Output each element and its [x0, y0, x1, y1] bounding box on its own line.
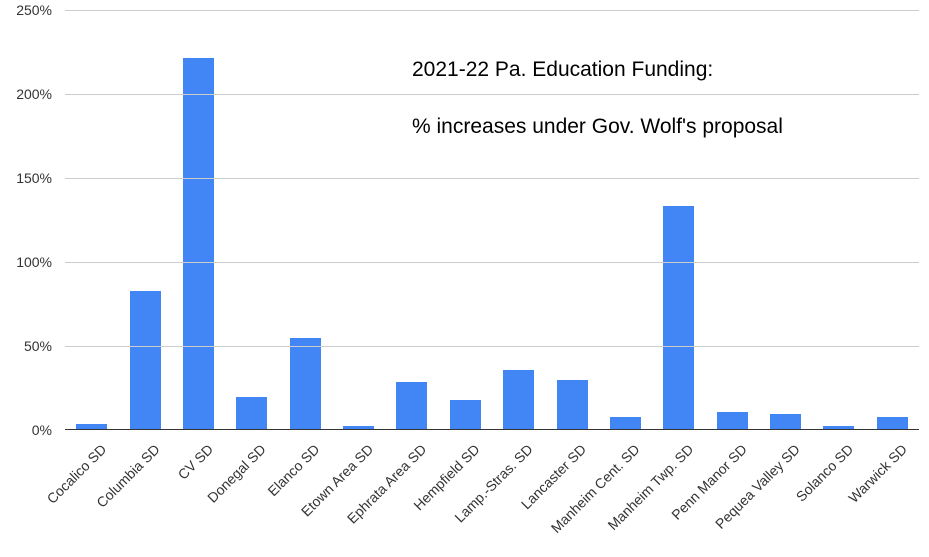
bar — [770, 414, 801, 429]
bar — [236, 397, 267, 429]
bar — [663, 206, 694, 429]
y-tick-label: 150% — [16, 170, 52, 186]
chart-title-line2: % increases under Gov. Wolf's proposal — [412, 115, 783, 138]
bar — [717, 412, 748, 429]
bar — [610, 417, 641, 429]
gridline — [65, 10, 919, 11]
bar — [877, 417, 908, 429]
bar — [396, 382, 427, 429]
bar — [450, 400, 481, 429]
bar — [503, 370, 534, 429]
y-tick-label: 100% — [16, 254, 52, 270]
gridline — [65, 178, 919, 179]
gridline — [65, 346, 919, 347]
chart-title-line1: 2021-22 Pa. Education Funding: — [412, 58, 713, 81]
x-tick-label: CV SD — [174, 441, 216, 483]
bar — [76, 424, 107, 429]
bar — [343, 426, 374, 429]
bar — [557, 380, 588, 429]
bar — [290, 338, 321, 429]
y-tick-label: 0% — [32, 422, 52, 438]
chart-title: 2021-22 Pa. Education Funding: % increas… — [412, 28, 783, 141]
y-tick-label: 200% — [16, 86, 52, 102]
chart-container: 0% 50% 100% 150% 200% 250% Cocalico SDColumbi… — [0, 0, 929, 557]
y-tick-label: 250% — [16, 2, 52, 18]
gridline — [65, 262, 919, 263]
y-tick-label: 50% — [24, 338, 52, 354]
bar — [183, 58, 214, 429]
x-axis-labels: Cocalico SDColumbia SDCV SDDonegal SDEla… — [65, 435, 919, 555]
bar — [130, 291, 161, 429]
bar — [823, 426, 854, 429]
y-axis: 0%50%100%150%200%250% — [0, 10, 60, 430]
